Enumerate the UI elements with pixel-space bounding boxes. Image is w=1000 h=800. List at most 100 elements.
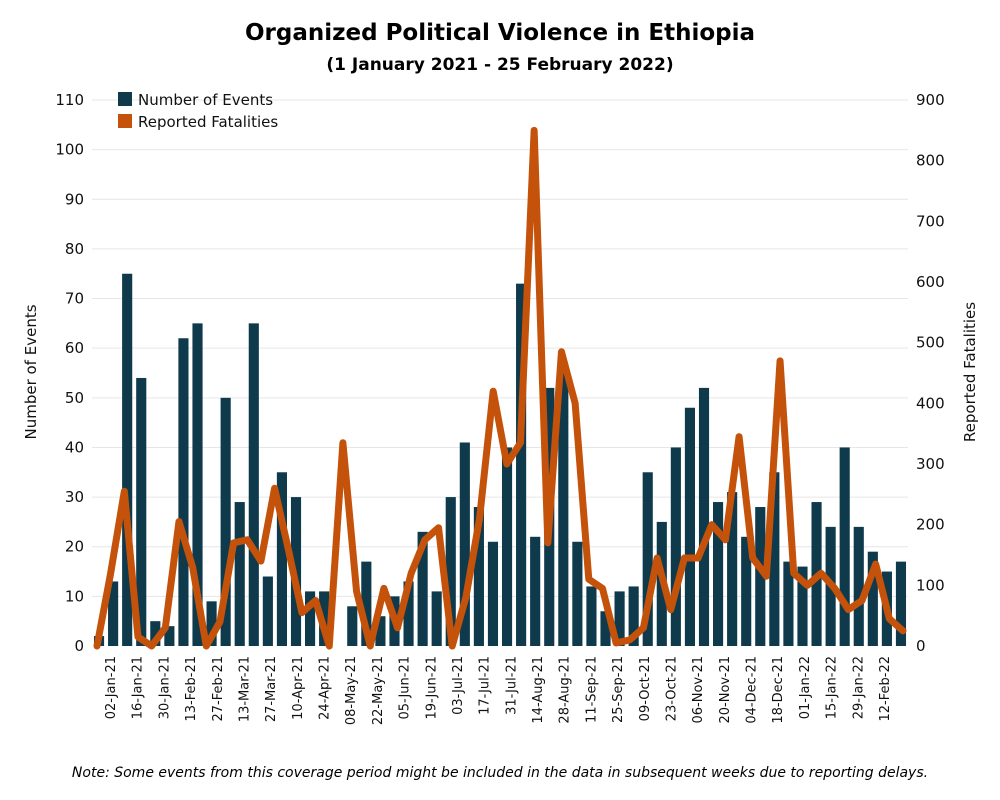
grid-lines	[92, 99, 908, 597]
x-tick-label: 23-Oct-21	[664, 656, 679, 721]
bar	[670, 447, 681, 646]
chart-subtitle: (1 January 2021 - 25 February 2022)	[326, 55, 674, 75]
legend-label-events: Number of Events	[138, 91, 273, 109]
bar	[192, 323, 203, 646]
x-tick-label: 14-Aug-21	[531, 656, 546, 724]
bar	[445, 497, 456, 646]
x-tick-label: 15-Jan-22	[825, 656, 840, 719]
bar	[895, 561, 907, 646]
bar	[572, 541, 583, 646]
x-axis: 02-Jan-21 16-Jan-21 30-Jan-21 13-Feb-21 27-F…	[104, 656, 893, 725]
bar	[220, 397, 231, 646]
bar	[727, 492, 738, 646]
x-tick-label: 29-Jan-22	[851, 656, 866, 719]
x-tick-label: 06-Nov-21	[691, 656, 706, 724]
y2-tick-label: 900	[916, 91, 945, 109]
y-tick-label: 100	[55, 141, 84, 159]
x-tick-label: 03-Jul-21	[451, 656, 466, 715]
y2-tick-label: 600	[916, 273, 945, 291]
x-tick-label: 22-May-21	[371, 656, 386, 725]
bar	[614, 591, 625, 646]
bar	[586, 586, 597, 646]
x-tick-label: 30-Jan-21	[157, 656, 172, 719]
y2-tick-label: 0	[916, 637, 926, 655]
bar	[642, 472, 653, 646]
bar	[459, 442, 470, 646]
bar	[487, 541, 499, 646]
y2-tick-label: 700	[916, 212, 945, 230]
x-tick-label: 01-Jan-22	[798, 656, 813, 719]
bar	[797, 566, 808, 646]
y-tick-label: 20	[65, 538, 84, 556]
y2-axis-title: Reported Fatalities	[961, 302, 979, 442]
bar	[600, 611, 611, 646]
bar	[150, 621, 161, 646]
bar	[853, 526, 864, 646]
y-tick-label: 110	[55, 91, 84, 109]
x-tick-label: 05-Jun-21	[398, 656, 413, 720]
y-tick-label: 50	[65, 389, 84, 407]
bar	[698, 387, 710, 646]
legend-swatch-fatalities	[118, 114, 132, 128]
line-series-fatalities	[93, 126, 907, 650]
bar	[839, 447, 850, 646]
bar	[516, 283, 527, 646]
bar	[375, 616, 386, 646]
y2-tick-label: 100	[916, 576, 945, 594]
bar	[403, 581, 414, 646]
bar	[684, 407, 695, 646]
chart-title: Organized Political Violence in Ethiopia	[244, 20, 756, 46]
x-tick-label: 10-Apr-21	[291, 656, 306, 720]
x-tick-label: 24-Apr-21	[318, 656, 333, 720]
x-tick-label: 18-Dec-21	[771, 656, 786, 724]
y-tick-label: 80	[65, 240, 84, 258]
bar	[262, 576, 273, 646]
bar	[361, 561, 372, 646]
y-tick-label: 60	[65, 339, 84, 357]
bar	[234, 502, 245, 646]
bar	[741, 536, 752, 646]
bar	[305, 591, 316, 646]
bar	[530, 536, 541, 646]
fatalities-line	[93, 126, 907, 650]
x-tick-label: 02-Jan-21	[104, 656, 119, 719]
y-axis-left: 0 10 20 30 40 50 60 70 80 90 100 110	[55, 91, 84, 655]
bar	[769, 472, 780, 646]
x-tick-label: 27-Feb-21	[211, 656, 226, 721]
y-tick-label: 10	[65, 587, 84, 605]
x-tick-label: 13-Mar-21	[237, 656, 252, 722]
y2-tick-label: 500	[916, 334, 945, 352]
x-tick-label: 19-Jun-21	[424, 656, 439, 720]
bar	[276, 472, 287, 646]
y-axis-right: 0 100 200 300 400 500 600 700 800 900	[916, 91, 945, 655]
y2-tick-label: 200	[916, 516, 945, 534]
x-tick-label: 04-Dec-21	[745, 656, 760, 724]
bar	[164, 626, 175, 646]
x-tick-label: 31-Jul-21	[504, 656, 519, 715]
x-tick-label: 20-Nov-21	[718, 656, 733, 724]
x-tick-label: 09-Oct-21	[638, 656, 653, 721]
bar	[248, 323, 259, 646]
x-tick-label: 16-Jan-21	[131, 656, 146, 719]
legend: Number of Events Reported Fatalities	[118, 91, 278, 131]
y-tick-label: 70	[65, 290, 84, 308]
legend-label-fatalities: Reported Fatalities	[138, 113, 278, 131]
legend-swatch-events	[118, 92, 132, 106]
bar	[122, 273, 133, 646]
y-tick-label: 0	[74, 637, 84, 655]
bar	[755, 507, 766, 646]
bar	[558, 368, 569, 646]
bar	[417, 531, 428, 646]
bar	[473, 507, 484, 646]
bar	[206, 601, 217, 646]
bar	[783, 561, 794, 646]
x-tick-label: 11-Sep-21	[584, 656, 599, 723]
bar	[867, 551, 878, 646]
x-tick-label: 08-May-21	[344, 656, 359, 725]
y-tick-label: 40	[65, 438, 84, 456]
y2-tick-label: 300	[916, 455, 945, 473]
y2-tick-label: 800	[916, 152, 945, 170]
y-axis-title: Number of Events	[22, 304, 40, 439]
bar	[178, 338, 189, 646]
